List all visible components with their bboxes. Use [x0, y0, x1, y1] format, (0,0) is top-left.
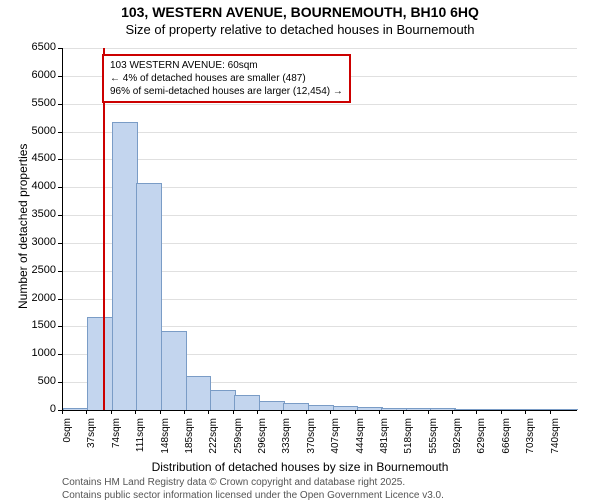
chart-container: 103, WESTERN AVENUE, BOURNEMOUTH, BH10 6…: [0, 4, 600, 504]
xtick-mark: [403, 410, 404, 414]
histogram-bar: [186, 376, 212, 410]
histogram-bar: [259, 401, 285, 410]
ytick-label: 6000: [24, 69, 56, 81]
xtick-label: 740sqm: [550, 418, 561, 458]
footer-line-2: Contains public sector information licen…: [62, 489, 444, 502]
xtick-mark: [257, 410, 258, 414]
xtick-label: 370sqm: [306, 418, 317, 458]
ytick-mark: [58, 354, 62, 355]
ytick-mark: [58, 76, 62, 77]
gridline: [63, 132, 577, 133]
xtick-mark: [330, 410, 331, 414]
xtick-mark: [501, 410, 502, 414]
ytick-mark: [58, 104, 62, 105]
ytick-mark: [58, 382, 62, 383]
histogram-bar: [161, 331, 187, 410]
xtick-label: 592sqm: [452, 418, 463, 458]
gridline: [63, 104, 577, 105]
histogram-bar: [87, 317, 113, 410]
xtick-mark: [550, 410, 551, 414]
xtick-label: 74sqm: [111, 418, 122, 458]
histogram-bar: [210, 390, 236, 410]
gridline: [63, 159, 577, 160]
xtick-label: 407sqm: [330, 418, 341, 458]
xtick-mark: [135, 410, 136, 414]
xtick-mark: [62, 410, 63, 414]
gridline: [63, 48, 577, 49]
ytick-label: 3000: [24, 236, 56, 248]
xtick-mark: [379, 410, 380, 414]
histogram-bar: [112, 122, 138, 410]
xtick-mark: [476, 410, 477, 414]
ytick-mark: [58, 243, 62, 244]
ytick-mark: [58, 326, 62, 327]
ytick-label: 500: [24, 375, 56, 387]
ytick-label: 5500: [24, 97, 56, 109]
histogram-bar: [234, 395, 260, 410]
ytick-label: 2000: [24, 292, 56, 304]
ytick-label: 1500: [24, 319, 56, 331]
xtick-label: 259sqm: [233, 418, 244, 458]
histogram-bar: [63, 408, 89, 410]
xtick-label: 444sqm: [355, 418, 366, 458]
ytick-mark: [58, 271, 62, 272]
annotation-line: 103 WESTERN AVENUE: 60sqm: [110, 59, 343, 72]
xtick-mark: [233, 410, 234, 414]
ytick-mark: [58, 48, 62, 49]
ytick-label: 6500: [24, 41, 56, 53]
xtick-mark: [428, 410, 429, 414]
y-axis-label: Number of detached properties: [16, 143, 30, 308]
chart-subtitle: Size of property relative to detached ho…: [0, 22, 600, 37]
xtick-label: 629sqm: [476, 418, 487, 458]
xtick-label: 333sqm: [281, 418, 292, 458]
xtick-label: 111sqm: [135, 418, 146, 458]
xtick-mark: [184, 410, 185, 414]
xtick-label: 148sqm: [160, 418, 171, 458]
xtick-mark: [281, 410, 282, 414]
footer-line-1: Contains HM Land Registry data © Crown c…: [62, 476, 444, 489]
xtick-mark: [86, 410, 87, 414]
ytick-mark: [58, 187, 62, 188]
ytick-mark: [58, 215, 62, 216]
chart-title: 103, WESTERN AVENUE, BOURNEMOUTH, BH10 6…: [0, 4, 600, 20]
xtick-mark: [525, 410, 526, 414]
xtick-label: 296sqm: [257, 418, 268, 458]
xtick-mark: [452, 410, 453, 414]
xtick-label: 481sqm: [379, 418, 390, 458]
footer-attribution: Contains HM Land Registry data © Crown c…: [62, 476, 444, 502]
xtick-label: 703sqm: [525, 418, 536, 458]
xtick-mark: [111, 410, 112, 414]
x-axis-label: Distribution of detached houses by size …: [0, 460, 600, 474]
ytick-mark: [58, 159, 62, 160]
xtick-label: 0sqm: [62, 418, 73, 458]
annotation-box: 103 WESTERN AVENUE: 60sqm← 4% of detache…: [102, 54, 351, 103]
ytick-mark: [58, 132, 62, 133]
annotation-line: 96% of semi-detached houses are larger (…: [110, 85, 343, 98]
xtick-mark: [208, 410, 209, 414]
xtick-mark: [160, 410, 161, 414]
xtick-label: 666sqm: [501, 418, 512, 458]
ytick-label: 0: [24, 403, 56, 415]
histogram-bar: [553, 409, 579, 410]
ytick-label: 3500: [24, 208, 56, 220]
annotation-line: ← 4% of detached houses are smaller (487…: [110, 72, 343, 85]
xtick-label: 37sqm: [86, 418, 97, 458]
ytick-label: 2500: [24, 264, 56, 276]
xtick-mark: [306, 410, 307, 414]
xtick-label: 518sqm: [403, 418, 414, 458]
xtick-label: 555sqm: [428, 418, 439, 458]
ytick-label: 4500: [24, 152, 56, 164]
xtick-label: 222sqm: [208, 418, 219, 458]
histogram-bar: [136, 183, 162, 410]
xtick-label: 185sqm: [184, 418, 195, 458]
ytick-mark: [58, 299, 62, 300]
xtick-mark: [355, 410, 356, 414]
ytick-label: 4000: [24, 180, 56, 192]
ytick-label: 5000: [24, 125, 56, 137]
ytick-label: 1000: [24, 347, 56, 359]
